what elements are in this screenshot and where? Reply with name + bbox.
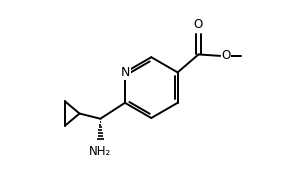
Text: O: O [194,18,203,31]
Text: O: O [221,49,230,62]
Text: NH₂: NH₂ [89,145,111,158]
Text: N: N [120,66,130,79]
